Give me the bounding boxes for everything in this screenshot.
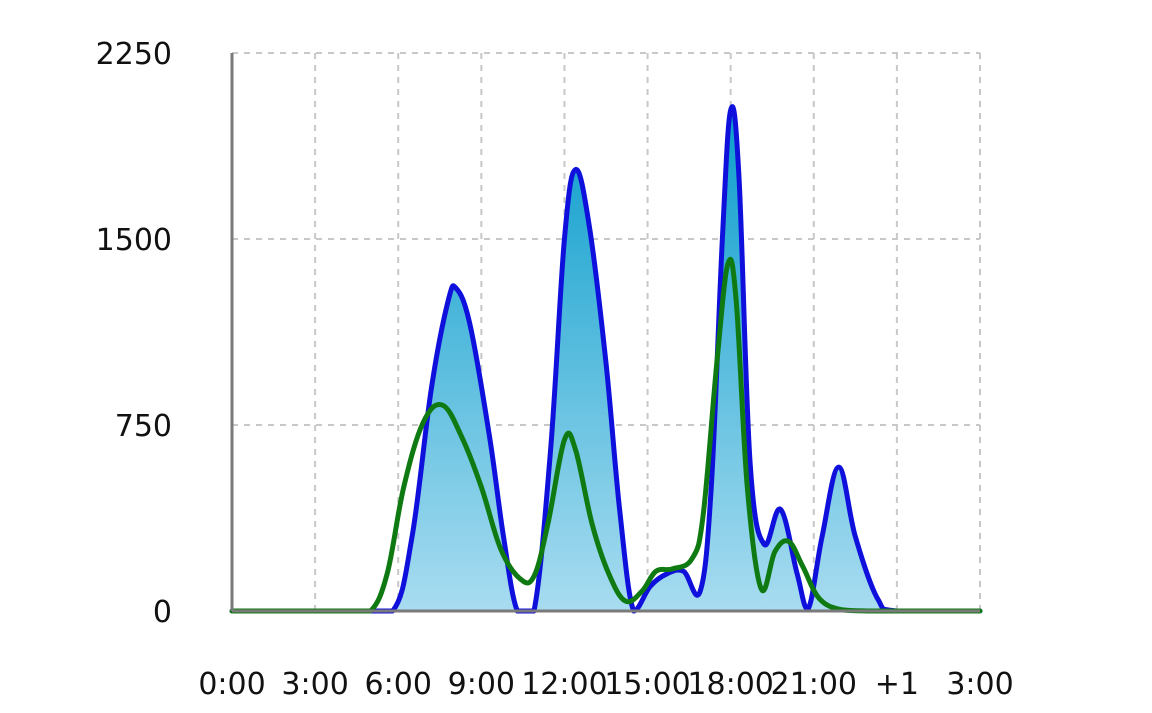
x-tick-label: +1 bbox=[875, 667, 919, 702]
x-tick-label: 18:00 bbox=[687, 667, 773, 702]
series-area-outline bbox=[229, 104, 983, 614]
x-tick-label: 12:00 bbox=[521, 667, 607, 702]
x-tick-label: 15:00 bbox=[604, 667, 690, 702]
x-tick-label: 0:00 bbox=[198, 667, 265, 702]
x-tick-label: 21:00 bbox=[771, 667, 857, 702]
x-tick-label: 6:00 bbox=[365, 667, 432, 702]
series-layer bbox=[229, 104, 983, 614]
series-area-fill bbox=[232, 106, 980, 611]
y-tick-label: 750 bbox=[115, 409, 172, 444]
series-line bbox=[229, 256, 983, 614]
x-tick-label: 3:00 bbox=[946, 667, 1013, 702]
y-tick-label: 1500 bbox=[96, 223, 172, 258]
axes bbox=[230, 53, 980, 613]
y-tick-labels: 0 750 1500 2250 bbox=[96, 37, 172, 630]
x-tick-label: 9:00 bbox=[448, 667, 515, 702]
y-tick-label: 0 bbox=[153, 595, 172, 630]
x-tick-label: 3:00 bbox=[281, 667, 348, 702]
y-tick-label: 2250 bbox=[96, 37, 172, 72]
